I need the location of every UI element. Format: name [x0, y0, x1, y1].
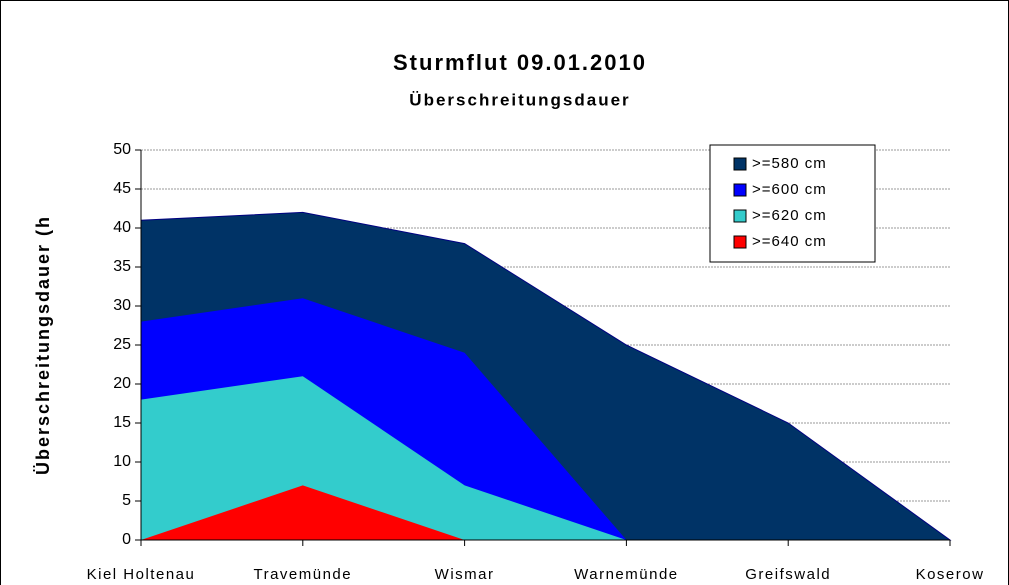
y-tick-label: 45 — [113, 180, 131, 197]
y-tick-label: 40 — [113, 219, 131, 236]
chart-title: Sturmflut 09.01.2010 — [393, 50, 647, 75]
y-tick-label: 5 — [122, 492, 131, 509]
x-tick-label: Koserow — [916, 566, 985, 583]
legend-swatch — [733, 235, 747, 249]
y-tick-label: 20 — [113, 375, 131, 392]
legend-swatch — [733, 209, 747, 223]
chart-subtitle: Überschreitungsdauer — [409, 90, 630, 109]
x-tick-label: Greifswald — [745, 566, 831, 583]
y-tick-label: 0 — [122, 531, 131, 548]
area — [141, 485, 950, 540]
y-tick-label: 15 — [113, 414, 131, 431]
y-tick-label: 25 — [113, 336, 131, 353]
area — [141, 376, 950, 540]
legend-label: >=600 cm — [752, 181, 827, 198]
y-tick-label: 50 — [113, 141, 131, 158]
y-tick-label: 10 — [113, 453, 131, 470]
y-tick-label: 30 — [113, 297, 131, 314]
x-tick-label: Travemünde — [253, 566, 352, 583]
y-tick-label: 35 — [113, 258, 131, 275]
legend-swatch — [733, 183, 747, 197]
y-axis-label: Überschreitungsdauer (h — [33, 215, 53, 475]
legend-label: >=620 cm — [752, 207, 827, 224]
x-tick-label: Kiel Holtenau — [87, 566, 196, 583]
legend-label: >=640 cm — [752, 233, 827, 250]
x-tick-label: Warnemünde — [574, 566, 679, 583]
x-tick-label: Wismar — [435, 566, 495, 583]
legend-swatch — [733, 157, 747, 171]
legend-label: >=580 cm — [752, 155, 827, 172]
